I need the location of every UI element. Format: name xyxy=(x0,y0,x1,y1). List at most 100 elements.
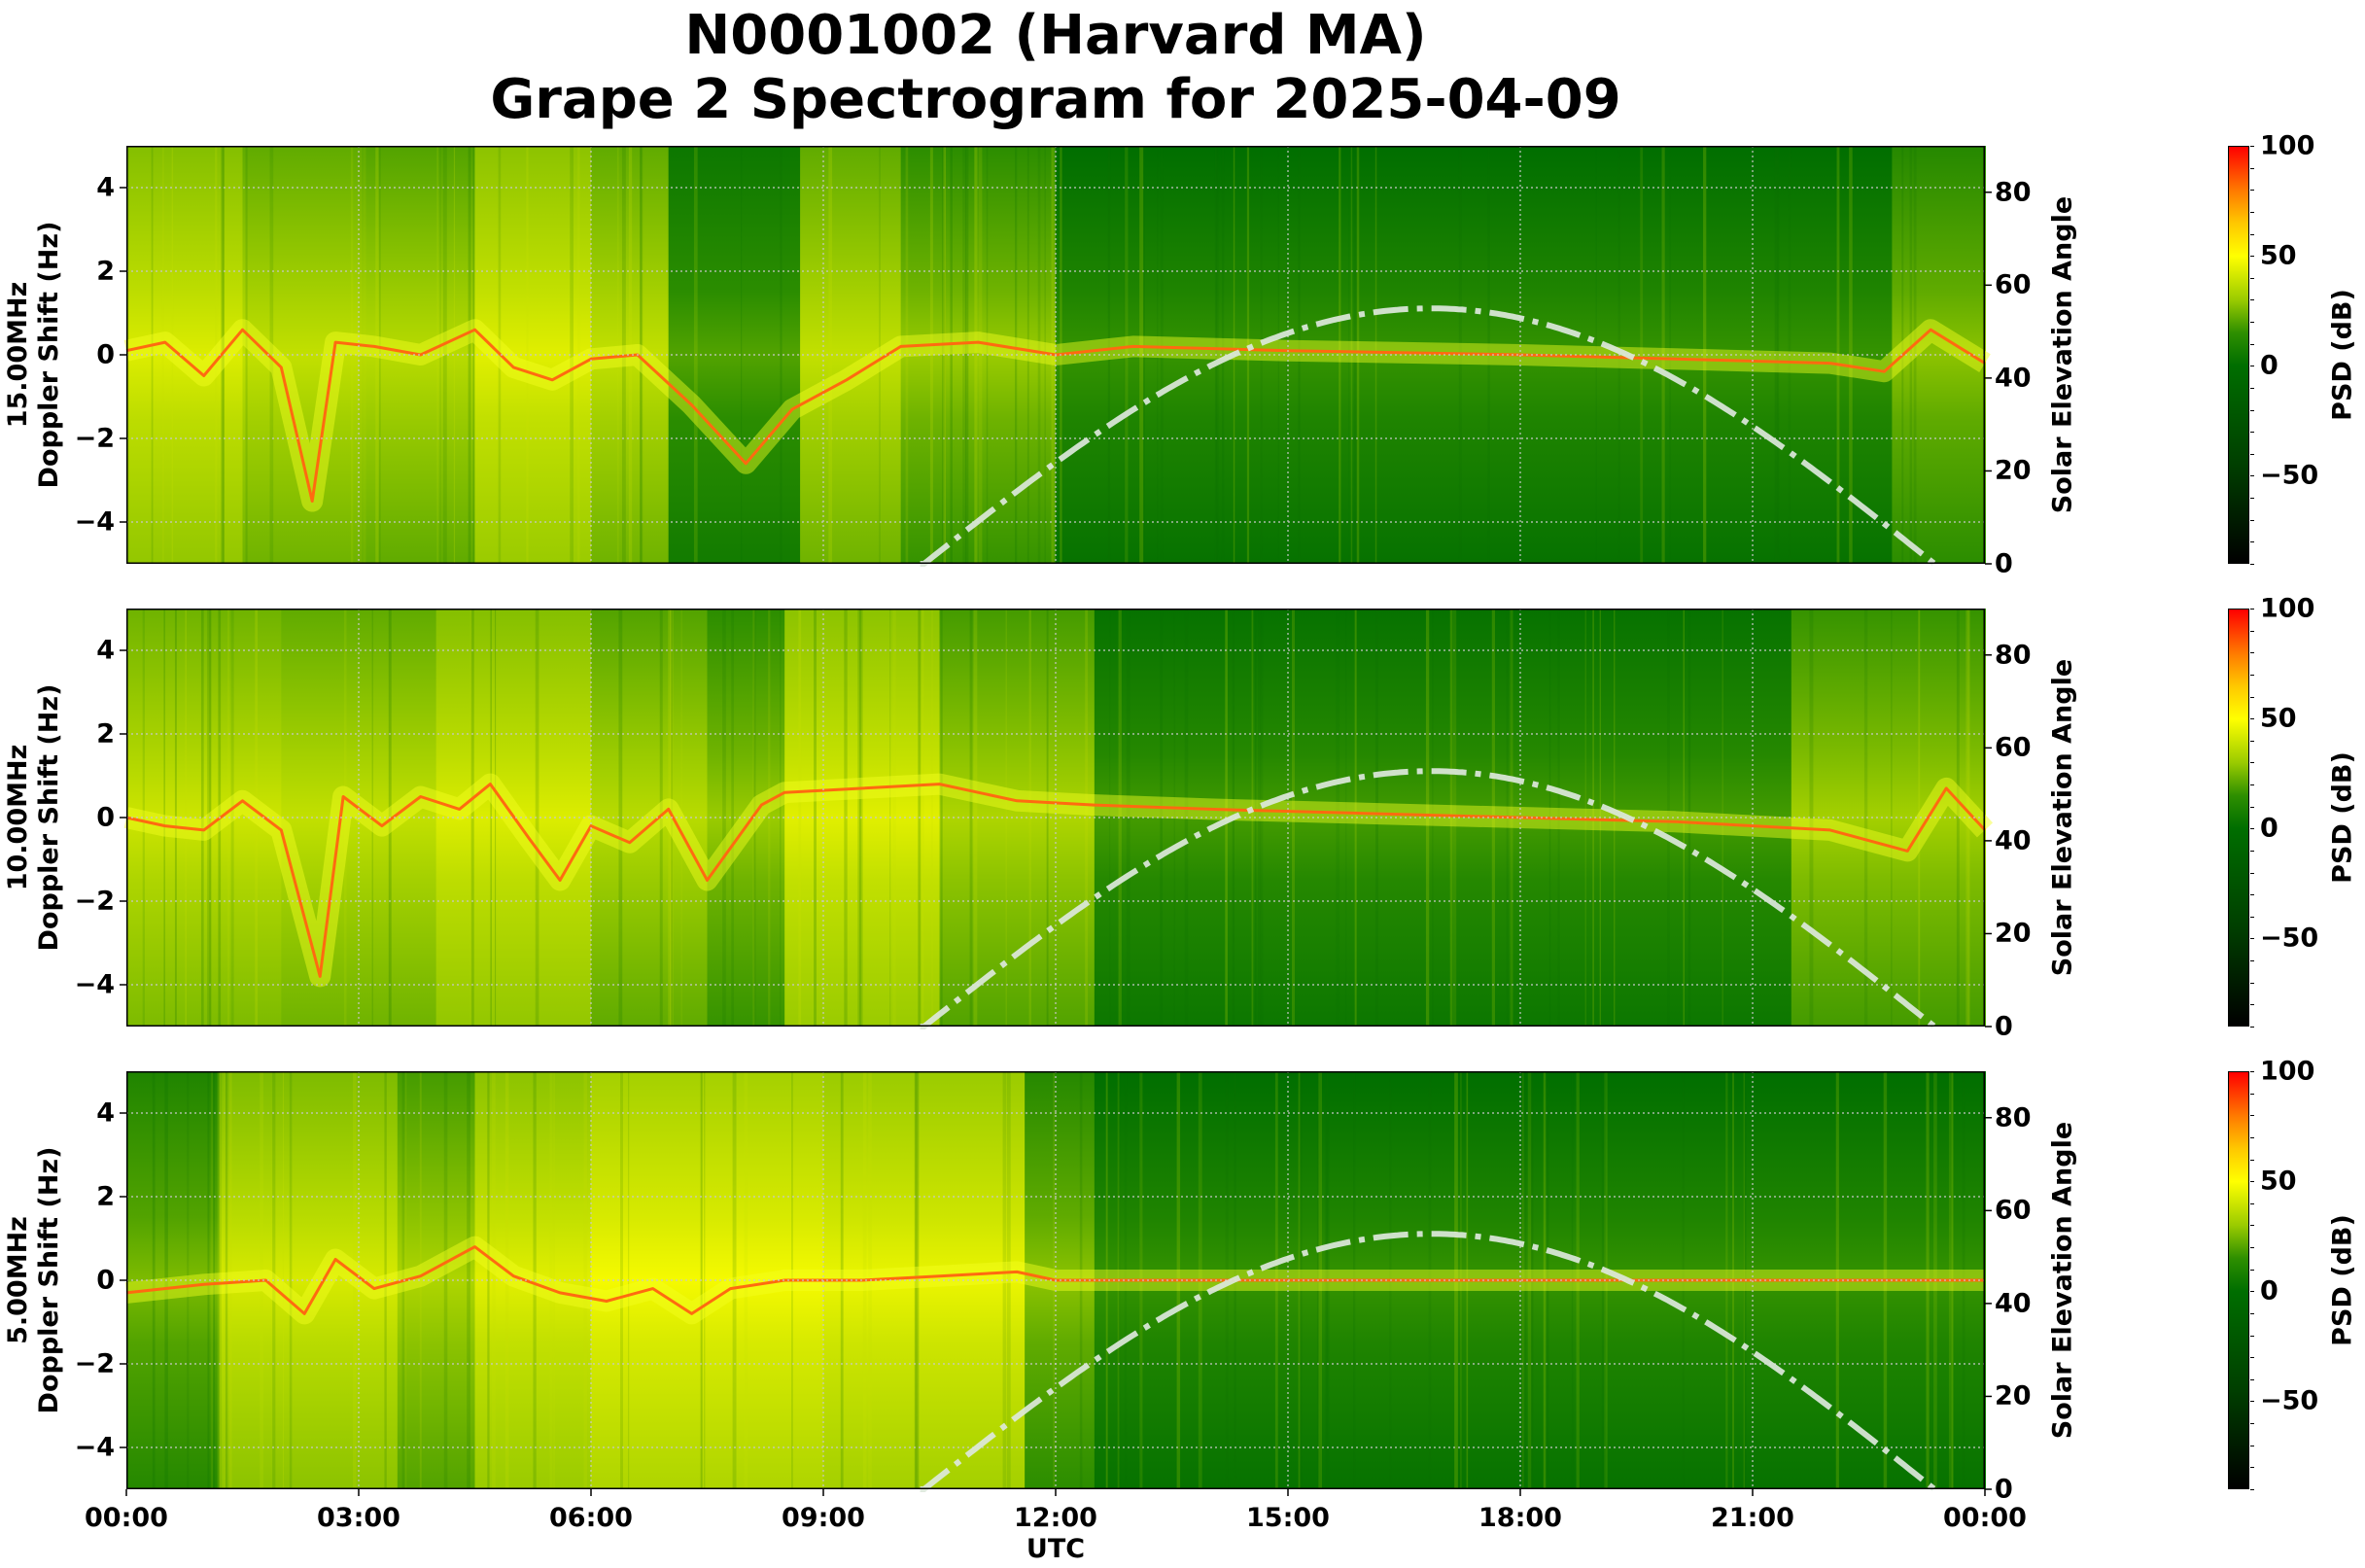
y-axis-label: 15.00MHz Doppler Shift (Hz) xyxy=(3,222,65,489)
colorbar-minor-tick xyxy=(2250,960,2254,962)
y-tick-label: 0 xyxy=(96,802,115,833)
solar-elevation-axis-label: Solar Elevation Angle xyxy=(2047,658,2078,977)
doppler-trace xyxy=(125,783,1987,978)
y2-tick-label: 0 xyxy=(1995,1474,2013,1505)
x-tick-label: 15:00 xyxy=(1246,1503,1330,1533)
solar-elevation-axis-label: Solar Elevation Angle xyxy=(2047,1121,2078,1440)
y2-tick-label: 80 xyxy=(1995,640,2032,671)
solar-elevation-curve xyxy=(920,768,1937,1029)
colorbar-minor-tick xyxy=(2250,211,2254,213)
y-tick-label: 2 xyxy=(96,718,115,749)
colorbar-minor-tick xyxy=(2250,432,2254,434)
psd-region xyxy=(474,1071,592,1489)
y-tick-label: −2 xyxy=(74,1348,115,1379)
colorbar-minor-tick xyxy=(2250,256,2254,258)
y2-tick-label: 40 xyxy=(1995,363,2032,394)
colorbar-minor-tick xyxy=(2250,277,2254,279)
colorbar-minor-tick xyxy=(2250,740,2254,742)
colorbar-minor-tick xyxy=(2250,1071,2254,1072)
y2-tick-label: 80 xyxy=(1995,1102,2032,1133)
colorbar-tick-label: 50 xyxy=(2260,703,2297,734)
colorbar-minor-tick xyxy=(2250,696,2254,698)
y-tick-label: 4 xyxy=(96,172,115,203)
colorbar-minor-tick xyxy=(2250,322,2254,324)
frequency-label: 15.00MHz xyxy=(3,281,33,429)
colorbar-minor-tick xyxy=(2250,475,2254,477)
colorbar-minor-tick xyxy=(2250,784,2254,786)
colorbar-minor-tick xyxy=(2250,762,2254,764)
y-tick-label: 4 xyxy=(96,1098,115,1129)
colorbar-minor-tick xyxy=(2250,387,2254,389)
figure-title: N0001002 (Harvard MA) Grape 2 Spectrogra… xyxy=(126,4,1985,132)
y-tick-label: −2 xyxy=(74,886,115,917)
spectrogram-plot xyxy=(120,1071,1992,1496)
y-tick-label: −4 xyxy=(74,969,115,1000)
colorbar-minor-tick xyxy=(2250,872,2254,874)
colorbar-label: PSD (dB) xyxy=(2327,751,2358,884)
colorbar xyxy=(2228,146,2249,564)
colorbar-minor-tick xyxy=(2250,938,2254,940)
colorbar-minor-tick xyxy=(2250,718,2254,720)
y-tick-label: 2 xyxy=(96,1181,115,1212)
y2-tick-label: 20 xyxy=(1995,1380,2032,1411)
colorbar-tick-label: 0 xyxy=(2260,350,2278,381)
colorbar-minor-tick xyxy=(2250,146,2254,147)
spectrogram-plot xyxy=(120,146,1992,567)
colorbar-minor-tick xyxy=(2250,1004,2254,1006)
colorbar-minor-tick xyxy=(2250,674,2254,676)
colorbar-minor-tick xyxy=(2250,190,2254,192)
colorbar-tick-label: 0 xyxy=(2260,1275,2278,1307)
x-tick-label: 06:00 xyxy=(549,1503,633,1533)
colorbar-minor-tick xyxy=(2250,894,2254,896)
y2-tick-label: 40 xyxy=(1995,1288,2032,1319)
colorbar-minor-tick xyxy=(2250,1027,2254,1028)
frequency-label: 10.00MHz xyxy=(3,744,33,891)
colorbar-minor-tick xyxy=(2250,1159,2254,1161)
colorbar-label: PSD (dB) xyxy=(2327,289,2358,421)
colorbar-minor-tick xyxy=(2250,806,2254,808)
x-tick-label: 00:00 xyxy=(85,1503,168,1533)
doppler-shift-label: Doppler Shift (Hz) xyxy=(34,683,64,952)
spectrogram-panel-5mhz: 4 2 0 −2 −4 80 60 40 20 0 5.00MHz Doppler Shift (Hz… xyxy=(3,1071,2078,1505)
colorbar-tick-label: 50 xyxy=(2260,1166,2297,1197)
colorbar-minor-tick xyxy=(2250,828,2254,830)
y-tick-label: 2 xyxy=(96,256,115,287)
colorbar-tick-label: 50 xyxy=(2260,240,2297,271)
colorbar-minor-tick xyxy=(2250,1401,2254,1403)
doppler-trace xyxy=(125,1245,1985,1315)
y-tick-label: −4 xyxy=(74,1432,115,1463)
colorbar-minor-tick xyxy=(2250,1467,2254,1469)
x-tick-label: 12:00 xyxy=(1014,1503,1097,1533)
x-axis-label: UTC xyxy=(1026,1534,1086,1564)
colorbar-tick-label: −50 xyxy=(2260,460,2319,491)
colorbar-minor-tick xyxy=(2250,1357,2254,1359)
frequency-label: 5.00MHz xyxy=(3,1216,33,1344)
colorbar-minor-tick xyxy=(2250,1291,2254,1293)
psd-region xyxy=(474,146,592,564)
colorbar-minor-tick xyxy=(2250,1225,2254,1227)
y-axis-label: 5.00MHz Doppler Shift (Hz) xyxy=(3,1147,65,1414)
colorbar-tick-label: −50 xyxy=(2260,1385,2319,1416)
y2-tick-label: 0 xyxy=(1995,1011,2013,1042)
x-tick-label: 18:00 xyxy=(1478,1503,1562,1533)
colorbar-tick-label: 0 xyxy=(2260,813,2278,844)
colorbar-minor-tick xyxy=(2250,167,2254,169)
colorbar-minor-tick xyxy=(2250,850,2254,852)
x-tick-label: 00:00 xyxy=(1943,1503,2027,1533)
title-line-2: Grape 2 Spectrogram for 2025-04-09 xyxy=(490,68,1621,131)
solar-elevation-curve xyxy=(920,1231,1937,1492)
colorbar-tick-label: 100 xyxy=(2260,1056,2315,1087)
y-tick-label: −2 xyxy=(74,423,115,454)
y2-tick-label: 60 xyxy=(1995,269,2032,300)
colorbar-minor-tick xyxy=(2250,453,2254,455)
colorbar-minor-tick xyxy=(2250,630,2254,632)
psd-region xyxy=(591,609,709,1027)
colorbar-minor-tick xyxy=(2250,1269,2254,1271)
x-tick-label: 21:00 xyxy=(1711,1503,1794,1533)
colorbar-minor-tick xyxy=(2250,519,2254,521)
colorbar-tick-label: 100 xyxy=(2260,130,2315,161)
title-line-1: N0001002 (Harvard MA) xyxy=(684,4,1427,67)
colorbar-tick-label: 100 xyxy=(2260,593,2315,624)
colorbar-minor-tick xyxy=(2250,1247,2254,1249)
colorbar-minor-tick xyxy=(2250,1489,2254,1490)
